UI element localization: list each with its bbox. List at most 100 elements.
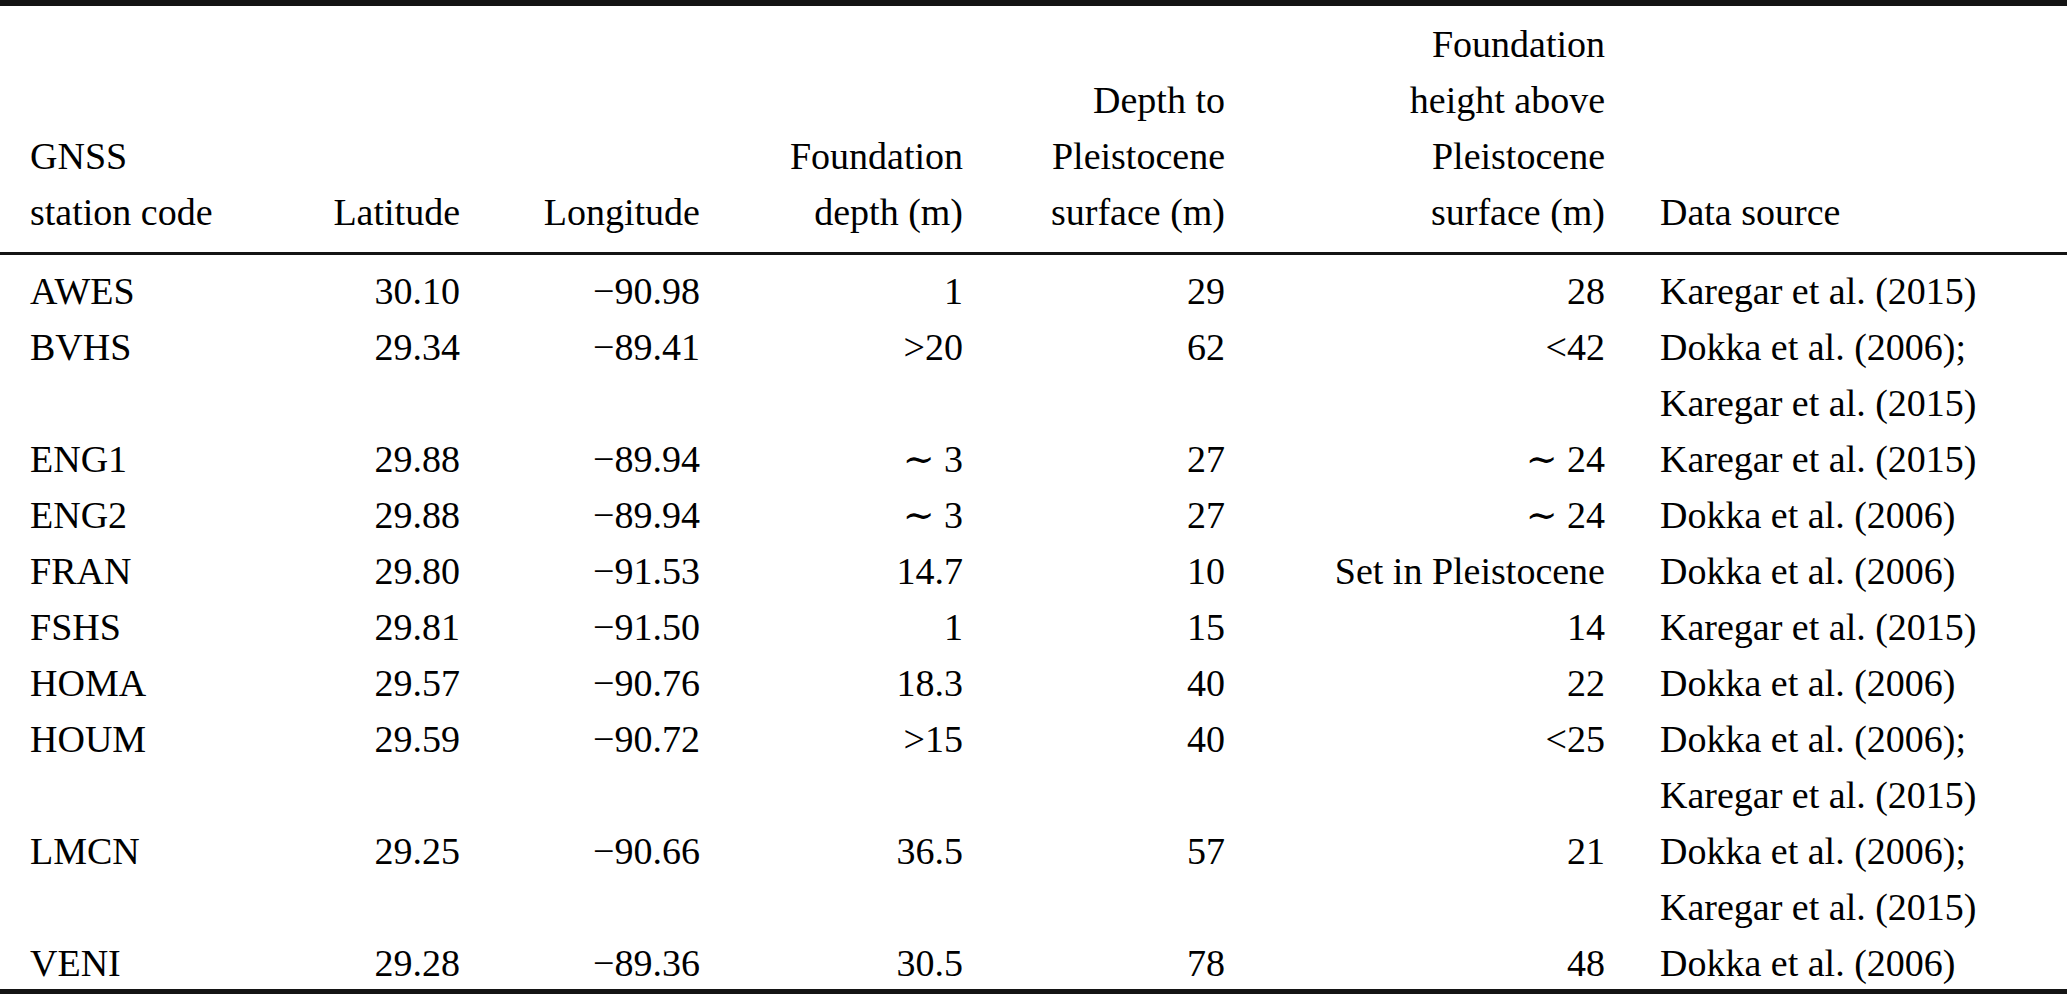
table-cell-depth-to-pleistocene: 57 (963, 823, 1225, 879)
table-row: FRAN29.80−91.5314.710Set in PleistoceneD… (0, 543, 2067, 599)
table-cell-station-code: ENG2 (0, 487, 280, 543)
table-cell-station-code: FSHS (0, 599, 280, 655)
column-header-line: GNSS (30, 128, 280, 184)
table-cell-data-source: Karegar et al. (2015) (1605, 431, 2067, 487)
table-cell-foundation-depth (700, 375, 963, 431)
table-cell-data-source: Dokka et al. (2006) (1605, 655, 2067, 711)
column-header-line: Pleistocene (963, 128, 1225, 184)
table-cell-latitude (280, 879, 460, 935)
table-header-row: GNSSstation codeLatitudeLongitudeFoundat… (0, 6, 2067, 254)
column-header-foundation-height: Foundationheight abovePleistocenesurface… (1225, 6, 1605, 254)
table-row: Karegar et al. (2015) (0, 375, 2067, 431)
table-cell-latitude: 29.34 (280, 319, 460, 375)
table-cell-data-source: Dokka et al. (2006); (1605, 823, 2067, 879)
table-row: BVHS29.34−89.41>2062<42Dokka et al. (200… (0, 319, 2067, 375)
table-cell-latitude: 29.59 (280, 711, 460, 767)
table-cell-foundation-height: ∼ 24 (1225, 487, 1605, 543)
table-row: FSHS29.81−91.5011514Karegar et al. (2015… (0, 599, 2067, 655)
table-cell-foundation-depth: ∼ 3 (700, 487, 963, 543)
column-header-line: Latitude (280, 184, 460, 240)
table-cell-latitude: 29.88 (280, 431, 460, 487)
column-header-line: Pleistocene (1225, 128, 1605, 184)
table-cell-station-code: HOMA (0, 655, 280, 711)
table-cell-latitude: 29.80 (280, 543, 460, 599)
table-cell-station-code: VENI (0, 935, 280, 994)
column-header-line: height above (1225, 72, 1605, 128)
table-row: ENG129.88−89.94∼ 327∼ 24Karegar et al. (… (0, 431, 2067, 487)
column-header-line: Data source (1660, 184, 2067, 240)
table-cell-data-source: Dokka et al. (2006); (1605, 319, 2067, 375)
table-cell-depth-to-pleistocene: 15 (963, 599, 1225, 655)
table-cell-depth-to-pleistocene: 10 (963, 543, 1225, 599)
table-cell-depth-to-pleistocene (963, 375, 1225, 431)
table-cell-latitude (280, 767, 460, 823)
table-cell-station-code: FRAN (0, 543, 280, 599)
table-cell-depth-to-pleistocene: 78 (963, 935, 1225, 994)
table-cell-foundation-height: 48 (1225, 935, 1605, 994)
table-cell-foundation-height: 22 (1225, 655, 1605, 711)
column-header-data-source: Data source (1605, 6, 2067, 254)
table-cell-longitude: −89.94 (460, 431, 700, 487)
table-row: Karegar et al. (2015) (0, 879, 2067, 935)
table-cell-latitude: 29.57 (280, 655, 460, 711)
table-cell-foundation-depth: ∼ 3 (700, 431, 963, 487)
table-cell-longitude: −89.36 (460, 935, 700, 994)
table-cell-data-source: Karegar et al. (2015) (1605, 375, 2067, 431)
table-cell-latitude (280, 375, 460, 431)
table-cell-longitude: −90.72 (460, 711, 700, 767)
column-header-longitude: Longitude (460, 6, 700, 254)
column-header-line: Depth to (963, 72, 1225, 128)
table-cell-foundation-depth: 36.5 (700, 823, 963, 879)
table-cell-foundation-height: 28 (1225, 254, 1605, 320)
table-cell-depth-to-pleistocene (963, 767, 1225, 823)
column-header-latitude: Latitude (280, 6, 460, 254)
table-cell-foundation-depth: >15 (700, 711, 963, 767)
table-row: Karegar et al. (2015) (0, 767, 2067, 823)
table-cell-latitude: 29.88 (280, 487, 460, 543)
table-cell-foundation-depth: 1 (700, 599, 963, 655)
column-header-station-code: GNSSstation code (0, 6, 280, 254)
table-cell-data-source: Dokka et al. (2006) (1605, 543, 2067, 599)
table-cell-station-code: ENG1 (0, 431, 280, 487)
table-cell-foundation-depth: >20 (700, 319, 963, 375)
table-cell-depth-to-pleistocene: 40 (963, 655, 1225, 711)
table-cell-foundation-height (1225, 767, 1605, 823)
table-cell-data-source: Karegar et al. (2015) (1605, 599, 2067, 655)
column-header-depth-to-pleistocene: Depth toPleistocenesurface (m) (963, 6, 1225, 254)
table-cell-foundation-depth: 18.3 (700, 655, 963, 711)
column-header-line: station code (30, 184, 280, 240)
table-cell-latitude: 30.10 (280, 254, 460, 320)
column-header-line: Longitude (460, 184, 700, 240)
table-cell-data-source: Karegar et al. (2015) (1605, 254, 2067, 320)
table-cell-foundation-height (1225, 879, 1605, 935)
table-cell-foundation-depth: 1 (700, 254, 963, 320)
table-cell-longitude (460, 767, 700, 823)
column-header-line: Foundation (700, 128, 963, 184)
column-header-line: surface (m) (1225, 184, 1605, 240)
column-header-line: depth (m) (700, 184, 963, 240)
table-cell-longitude: −89.94 (460, 487, 700, 543)
table-cell-station-code: HOUM (0, 711, 280, 767)
table-cell-foundation-height: Set in Pleistocene (1225, 543, 1605, 599)
table-body: AWES30.10−90.9812928Karegar et al. (2015… (0, 254, 2067, 994)
table-cell-station-code: AWES (0, 254, 280, 320)
table-cell-data-source: Dokka et al. (2006) (1605, 935, 2067, 994)
table-cell-foundation-height (1225, 375, 1605, 431)
table-cell-longitude (460, 879, 700, 935)
table-cell-data-source: Karegar et al. (2015) (1605, 879, 2067, 935)
table-cell-foundation-height: <25 (1225, 711, 1605, 767)
table-cell-longitude (460, 375, 700, 431)
table-cell-longitude: −91.50 (460, 599, 700, 655)
table-cell-longitude: −90.98 (460, 254, 700, 320)
paper-table-page: GNSSstation codeLatitudeLongitudeFoundat… (0, 0, 2067, 994)
column-header-line: surface (m) (963, 184, 1225, 240)
table-cell-data-source: Karegar et al. (2015) (1605, 767, 2067, 823)
table-cell-foundation-depth (700, 879, 963, 935)
table-cell-station-code (0, 375, 280, 431)
table-cell-foundation-depth: 14.7 (700, 543, 963, 599)
table-header: GNSSstation codeLatitudeLongitudeFoundat… (0, 6, 2067, 254)
gnss-stations-table: GNSSstation codeLatitudeLongitudeFoundat… (0, 6, 2067, 994)
table-cell-foundation-height: 21 (1225, 823, 1605, 879)
table-row: AWES30.10−90.9812928Karegar et al. (2015… (0, 254, 2067, 320)
table-cell-depth-to-pleistocene: 62 (963, 319, 1225, 375)
